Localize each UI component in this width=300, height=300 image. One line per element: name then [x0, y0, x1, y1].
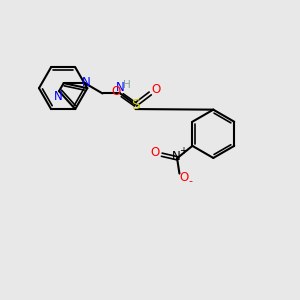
Text: O: O — [179, 171, 188, 184]
Text: N: N — [54, 90, 63, 103]
Text: -: - — [189, 176, 193, 186]
Text: O: O — [152, 83, 161, 96]
Text: N: N — [116, 81, 125, 94]
Text: O: O — [111, 85, 120, 98]
Text: S: S — [131, 98, 140, 112]
Text: N: N — [172, 150, 181, 163]
Text: O: O — [151, 146, 160, 159]
Text: H: H — [123, 80, 131, 90]
Text: +: + — [179, 146, 187, 157]
Text: N: N — [82, 76, 91, 89]
